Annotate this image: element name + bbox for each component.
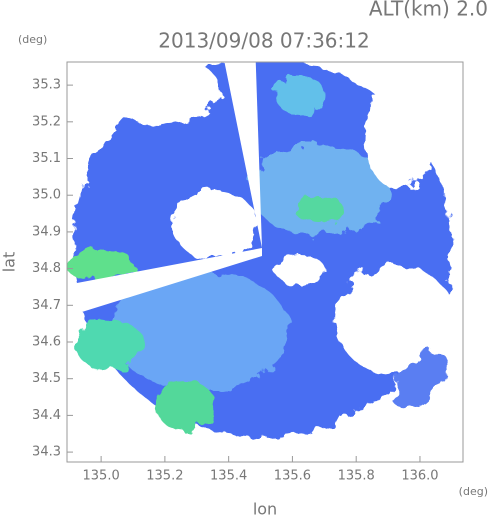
- x-tick-label: 135.4: [210, 469, 247, 484]
- x-tick-label: 135.0: [83, 469, 120, 484]
- chart-title: 2013/09/08 07:36:12: [158, 29, 369, 53]
- y-tick-label: 35.0: [32, 188, 61, 203]
- y-axis-label: lat: [0, 252, 19, 273]
- y-tick-label: 35.1: [32, 151, 61, 166]
- y-unit: (deg): [18, 33, 47, 46]
- y-tick-label: 34.4: [32, 408, 61, 423]
- x-unit: (deg): [459, 485, 488, 498]
- y-tick-label: 34.6: [32, 335, 61, 350]
- x-axis-label: lon: [253, 500, 277, 519]
- x-tick-label: 135.2: [146, 469, 183, 484]
- y-tick-label: 35.3: [32, 78, 61, 93]
- x-tick-label: 136.0: [401, 469, 438, 484]
- altitude-label: ALT(km) 2.0: [369, 0, 488, 21]
- y-tick-label: 34.5: [32, 371, 61, 386]
- y-tick-label: 34.8: [32, 261, 61, 276]
- plot-frame: [66, 61, 464, 463]
- y-tick-label: 34.7: [32, 298, 61, 313]
- x-tick-label: 135.8: [338, 469, 375, 484]
- y-tick-label: 34.3: [32, 445, 61, 460]
- y-tick-label: 35.2: [32, 114, 61, 129]
- radar-field: [67, 62, 455, 438]
- y-tick-label: 34.9: [32, 224, 61, 239]
- x-tick-label: 135.6: [274, 469, 311, 484]
